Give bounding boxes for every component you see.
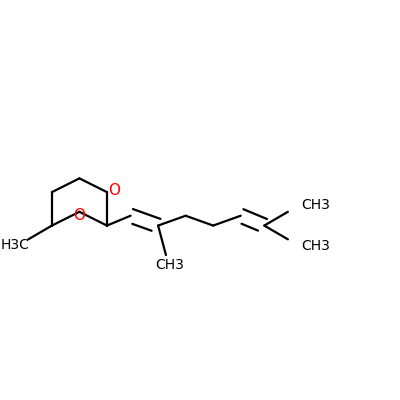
Text: O: O [108, 183, 120, 198]
Text: CH3: CH3 [301, 239, 330, 253]
Text: H3C: H3C [1, 238, 30, 252]
Text: CH3: CH3 [156, 258, 184, 272]
Text: O: O [74, 208, 86, 223]
Text: CH3: CH3 [301, 198, 330, 212]
